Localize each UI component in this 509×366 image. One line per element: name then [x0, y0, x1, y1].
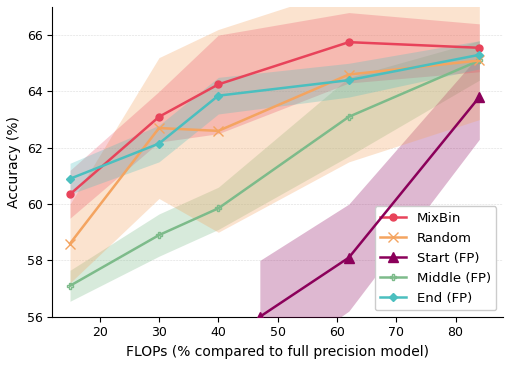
Line: End (FP): End (FP) [67, 52, 481, 182]
MixBin [475, 46, 482, 50]
Start (FP) [475, 95, 482, 99]
Line: MixBin: MixBin [66, 39, 482, 198]
End (FP) [156, 141, 162, 146]
Start (FP) [256, 315, 262, 319]
Legend: MixBin, Random, Start (FP), Middle (FP), End (FP): MixBin, Random, Start (FP), Middle (FP),… [374, 206, 495, 310]
MixBin [156, 115, 162, 119]
Line: Middle (FP): Middle (FP) [66, 57, 482, 289]
Random [475, 58, 482, 63]
X-axis label: FLOPs (% compared to full precision model): FLOPs (% compared to full precision mode… [126, 345, 428, 359]
Middle (FP) [215, 206, 221, 210]
Random [67, 241, 73, 246]
Middle (FP) [345, 115, 351, 119]
MixBin [67, 192, 73, 197]
Middle (FP) [67, 284, 73, 288]
Line: Start (FP): Start (FP) [254, 92, 483, 322]
Random [156, 126, 162, 130]
Start (FP) [345, 255, 351, 260]
Random [215, 129, 221, 133]
MixBin [215, 82, 221, 87]
MixBin [345, 40, 351, 44]
Middle (FP) [475, 58, 482, 63]
Middle (FP) [156, 233, 162, 237]
End (FP) [215, 93, 221, 98]
End (FP) [475, 53, 482, 57]
End (FP) [67, 176, 73, 181]
Random [345, 72, 351, 77]
Y-axis label: Accuracy (%): Accuracy (%) [7, 116, 21, 208]
Line: Random: Random [65, 56, 483, 249]
End (FP) [345, 78, 351, 82]
